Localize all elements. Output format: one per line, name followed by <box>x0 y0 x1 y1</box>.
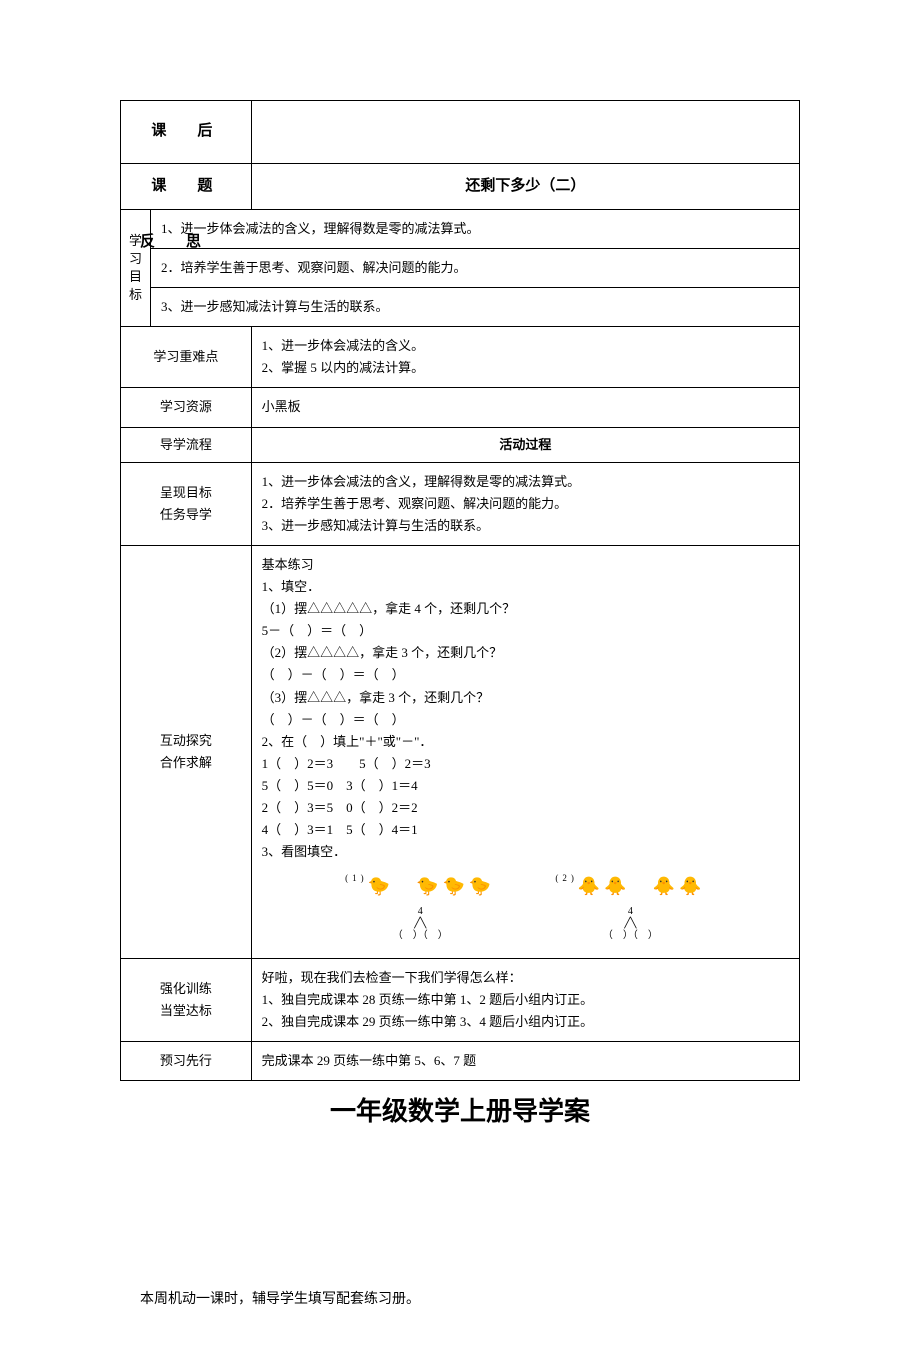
flow-label: 导学流程 <box>121 427 252 462</box>
present-label-1: 呈现目标 <box>129 482 243 504</box>
train-line-3: 2、独自完成课本 29 页练一练中第 3、4 题后小组内订正。 <box>262 1011 789 1033</box>
explore-line: 4（ ）3＝1 5（ ）4＝1 <box>262 819 789 841</box>
table-row: 3、进一步感知减法计算与生活的联系。 <box>121 288 800 327</box>
table-row: 互动探究 合作求解 基本练习 1、填空． （1）摆△△△△△，拿走 4 个，还剩… <box>121 545 800 958</box>
flow-header: 活动过程 <box>251 427 799 462</box>
post-class-label: 课 后 <box>121 101 252 164</box>
key-content: 1、进一步体会减法的含义。 2、掌握 5 以内的减法计算。 <box>251 327 799 388</box>
chick-icons: (2)🐥🐥 🐥🐥 <box>555 871 705 902</box>
train-label: 强化训练 当堂达标 <box>121 958 252 1041</box>
table-row: 呈现目标 任务导学 1、进一步体会减法的含义，理解得数是零的减法算式。 2．培养… <box>121 462 800 545</box>
split-diagram: 4 ╱╲ （ ）（ ） <box>345 906 495 942</box>
explore-line: （ ）－（ ）＝（ ） <box>262 709 789 731</box>
train-content: 好啦，现在我们去检查一下我们学得怎么样： 1、独自完成课本 28 页练一练中第 … <box>251 958 799 1041</box>
explore-line: 1、填空． <box>262 576 789 598</box>
explore-line: （2）摆△△△△，拿走 3 个，还剩几个？ <box>262 642 789 664</box>
preview-label: 预习先行 <box>121 1042 252 1081</box>
present-line-3: 3、进一步感知减法计算与生活的联系。 <box>262 515 789 537</box>
table-row: 学习目标 1、进一步体会减法的含义，理解得数是零的减法算式。 <box>121 210 800 249</box>
explore-content: 基本练习 1、填空． （1）摆△△△△△，拿走 4 个，还剩几个？ 5－（ ）＝… <box>251 545 799 958</box>
explore-line: 1（ ）2＝3 5（ ）2＝3 <box>262 753 789 775</box>
explore-line: 基本练习 <box>262 554 789 576</box>
key-line-1: 1、进一步体会减法的含义。 <box>262 335 789 357</box>
goals-line-1: 1、进一步体会减法的含义，理解得数是零的减法算式。 <box>151 210 800 249</box>
resource-value: 小黑板 <box>251 388 799 427</box>
goals-line-2: 2．培养学生善于思考、观察问题、解决问题的能力。 <box>151 249 800 288</box>
table-row: 学习重难点 1、进一步体会减法的含义。 2、掌握 5 以内的减法计算。 <box>121 327 800 388</box>
explore-label-2: 合作求解 <box>129 752 243 774</box>
present-content: 1、进一步体会减法的含义，理解得数是零的减法算式。 2．培养学生善于思考、观察问… <box>251 462 799 545</box>
explore-label-1: 互动探究 <box>129 730 243 752</box>
table-row: 学习资源 小黑板 <box>121 388 800 427</box>
topic-label: 课 题 <box>121 163 252 210</box>
train-label-2: 当堂达标 <box>129 1000 243 1022</box>
present-label-2: 任务导学 <box>129 504 243 526</box>
chick-icons: (1)🐤 🐤🐤🐤 <box>345 871 495 902</box>
explore-label: 互动探究 合作求解 <box>121 545 252 958</box>
figure-placeholder: (1)🐤 🐤🐤🐤 4 ╱╲ （ ）（ ） (2)🐥🐥 🐥🐥 4 ╱╲ （ ）（ … <box>262 871 789 942</box>
key-label: 学习重难点 <box>121 327 252 388</box>
footer-note: 本周机动一课时，辅导学生填写配套练习册。 <box>120 1288 800 1308</box>
figure-group-1: (1)🐤 🐤🐤🐤 4 ╱╲ （ ）（ ） <box>345 871 495 942</box>
table-row: 课 后 <box>121 101 800 164</box>
present-label: 呈现目标 任务导学 <box>121 462 252 545</box>
train-line-2: 1、独自完成课本 28 页练一练中第 1、2 题后小组内订正。 <box>262 989 789 1011</box>
lesson-plan-table: 课 后 课 题 还剩下多少（二） 学习目标 1、进一步体会减法的含义，理解得数是… <box>120 100 800 1081</box>
train-label-1: 强化训练 <box>129 978 243 1000</box>
explore-line: （1）摆△△△△△，拿走 4 个，还剩几个？ <box>262 598 789 620</box>
explore-line: 5－（ ）＝（ ） <box>262 620 789 642</box>
explore-line: 3、看图填空． <box>262 841 789 863</box>
table-row: 导学流程 活动过程 <box>121 427 800 462</box>
figure-group-2: (2)🐥🐥 🐥🐥 4 ╱╲ （ ）（ ） <box>555 871 705 942</box>
resource-label: 学习资源 <box>121 388 252 427</box>
split-diagram: 4 ╱╲ （ ）（ ） <box>555 906 705 942</box>
table-row: 预习先行 完成课本 29 页练一练中第 5、6、7 题 <box>121 1042 800 1081</box>
table-row: 课 题 还剩下多少（二） <box>121 163 800 210</box>
explore-line: 2、在（ ）填上"＋"或"－"． <box>262 731 789 753</box>
post-class-content <box>251 101 799 164</box>
table-row: 强化训练 当堂达标 好啦，现在我们去检查一下我们学得怎么样： 1、独自完成课本 … <box>121 958 800 1041</box>
explore-line: 2（ ）3＝5 0（ ）2＝2 <box>262 797 789 819</box>
explore-line: 5（ ）5＝0 3（ ）1＝4 <box>262 775 789 797</box>
explore-line: （ ）－（ ）＝（ ） <box>262 664 789 686</box>
key-line-2: 2、掌握 5 以内的减法计算。 <box>262 357 789 379</box>
preview-value: 完成课本 29 页练一练中第 5、6、7 题 <box>251 1042 799 1081</box>
present-line-1: 1、进一步体会减法的含义，理解得数是零的减法算式。 <box>262 471 789 493</box>
explore-line: （3）摆△△△，拿走 3 个，还剩几个？ <box>262 687 789 709</box>
table-row: 2．培养学生善于思考、观察问题、解决问题的能力。 <box>121 249 800 288</box>
page-title: 一年级数学上册导学案 <box>120 1091 800 1128</box>
present-line-2: 2．培养学生善于思考、观察问题、解决问题的能力。 <box>262 493 789 515</box>
topic-value: 还剩下多少（二） <box>251 163 799 210</box>
goals-line-3: 3、进一步感知减法计算与生活的联系。 <box>151 288 800 327</box>
train-line-1: 好啦，现在我们去检查一下我们学得怎么样： <box>262 967 789 989</box>
document-wrapper: 课 后 课 题 还剩下多少（二） 学习目标 1、进一步体会减法的含义，理解得数是… <box>120 100 800 1081</box>
goals-label: 学习目标 <box>121 210 151 327</box>
